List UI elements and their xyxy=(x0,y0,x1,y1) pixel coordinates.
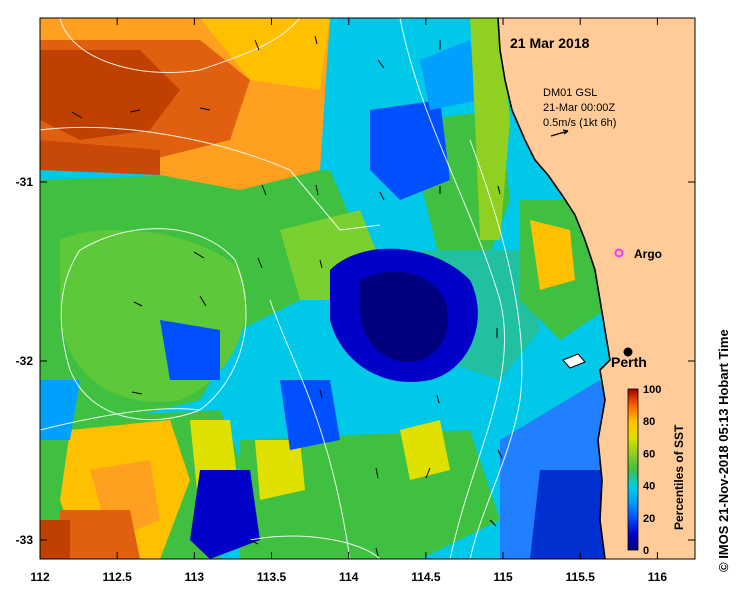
y-tick-label: -31 xyxy=(16,175,34,189)
x-tick-label: 113 xyxy=(185,570,205,584)
colorbar-tick-label: 60 xyxy=(643,448,655,460)
colorbar-title: Percentiles of SST xyxy=(672,424,686,530)
colorbar: 100 80 60 40 20 0 Percentiles of SST xyxy=(627,384,686,557)
colorbar-tick-label: 0 xyxy=(643,545,649,557)
y-tick-label: -33 xyxy=(16,533,34,547)
colorbar-tick-label: 20 xyxy=(643,513,655,525)
perth-marker-icon xyxy=(623,347,633,357)
current-time-label: 21-Mar 00:00Z xyxy=(543,102,615,114)
colorbar-tick-label: 100 xyxy=(643,384,661,396)
city-label-perth: Perth xyxy=(611,354,647,370)
x-tick-label: 116 xyxy=(648,570,668,584)
y-tick-label: -32 xyxy=(16,354,34,368)
argo-label: Argo xyxy=(634,247,662,261)
current-scale-label: 0.5m/s (1kt 6h) xyxy=(543,117,616,129)
x-tick-label: 114 xyxy=(339,570,359,584)
colorbar-tick-label: 40 xyxy=(643,481,655,493)
credit-text: © IMOS 21-Nov-2018 05:13 Hobart Time xyxy=(716,329,731,572)
current-source-label: DM01 GSL xyxy=(543,87,597,99)
colorbar-ramp xyxy=(627,388,639,551)
argo-marker-icon xyxy=(614,248,624,258)
x-tick-label: 112 xyxy=(30,570,50,584)
x-tick-label: 115.5 xyxy=(566,570,596,584)
x-tick-label: 115 xyxy=(493,570,513,584)
x-tick-label: 113.5 xyxy=(257,570,287,584)
x-axis: 112 112.5 113 113.5 114 114.5 115 115.5 116 xyxy=(30,18,667,584)
y-axis: -31 -32 -33 xyxy=(16,175,695,547)
colorbar-tick-label: 80 xyxy=(643,416,655,428)
plot-frame xyxy=(39,17,696,560)
x-tick-label: 112.5 xyxy=(102,570,132,584)
x-tick-label: 114.5 xyxy=(411,570,441,584)
scale-arrow-icon xyxy=(550,130,569,137)
date-title: 21 Mar 2018 xyxy=(510,35,590,51)
sst-field xyxy=(40,18,695,559)
current-vectors xyxy=(71,35,503,557)
